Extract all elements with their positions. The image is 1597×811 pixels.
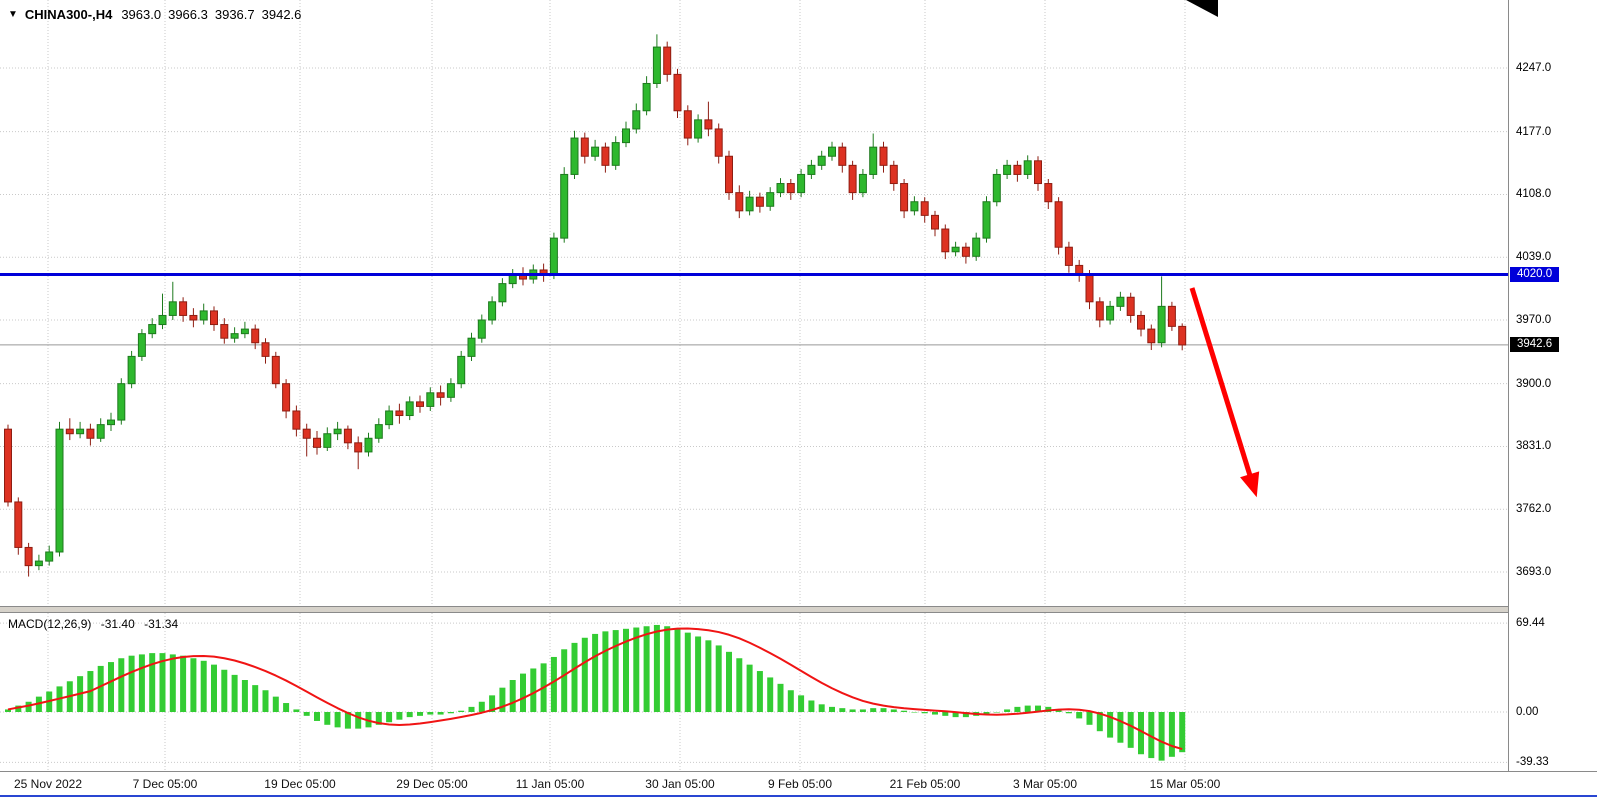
panel-separator[interactable] (0, 606, 1597, 613)
macd-signal-value: -31.34 (144, 617, 179, 631)
macd-signal-line (7, 627, 1183, 750)
trend-arrow-line[interactable] (1189, 287, 1255, 483)
macd-tick-label: -39.33 (1516, 756, 1549, 769)
time-axis-label: 29 Dec 05:00 (396, 777, 468, 791)
time-axis-label: 30 Jan 05:00 (645, 777, 715, 791)
price-chart-svg (0, 0, 1508, 606)
current-price-badge: 3942.6 (1510, 337, 1560, 353)
price-gridlines (0, 0, 1508, 606)
macd-main-value: -31.40 (100, 617, 135, 631)
price-tick-label: 4039.0 (1516, 251, 1552, 264)
macd-name: MACD(12,26,9) (8, 617, 92, 631)
ohlc-high: 3966.3 (168, 7, 208, 22)
price-tick-label: 4108.0 (1516, 188, 1552, 201)
hline-price-badge: 4020.0 (1510, 267, 1560, 282)
macd-svg (0, 613, 1508, 771)
trend-arrow-head[interactable] (1240, 471, 1260, 498)
candles (4, 34, 1187, 577)
macd-histogram (5, 624, 1186, 761)
time-axis-label: 21 Feb 05:00 (889, 777, 961, 791)
time-axis-label: 25 Nov 2022 (13, 777, 83, 791)
ohlc-close: 3942.6 (261, 7, 302, 22)
macd-tick-label: 69.44 (1516, 617, 1545, 630)
ohlc-low: 3936.7 (214, 7, 255, 22)
time-axis-label: 15 Mar 05:00 (1149, 777, 1221, 791)
time-axis-label: 19 Dec 05:00 (264, 777, 336, 791)
time-axis-label: 11 Jan 05:00 (515, 777, 585, 791)
macd-tick-label: 0.00 (1516, 706, 1539, 718)
price-tick-label: 3693.0 (1516, 566, 1552, 578)
time-axis-label: 9 Feb 05:00 (767, 777, 833, 791)
time-axis-label: 7 Dec 05:00 (132, 777, 198, 791)
price-tick-label: 4177.0 (1516, 125, 1552, 138)
window-bottom-border (0, 795, 1597, 797)
time-axis[interactable]: 25 Nov 2022 7 Dec 05:00 19 Dec 05:00 29 Dec… (0, 771, 1597, 795)
macd-indicator-label: MACD(12,26,9) -31.40 -31.34 (8, 617, 184, 631)
symbol-name: CHINA300-,H4 (24, 7, 113, 22)
price-tick-label: 3831.0 (1516, 440, 1552, 453)
time-axis-label: 3 Mar 05:00 (1012, 777, 1078, 791)
macd-panel[interactable]: MACD(12,26,9) -31.40 -31.34 (0, 613, 1508, 771)
symbol-bar: ▼ CHINA300-,H4 3963.0 3966.3 3936.7 3942… (8, 7, 308, 22)
price-tick-label: 4247.0 (1516, 62, 1552, 74)
chart-dropdown-icon[interactable]: ▼ (8, 9, 18, 20)
price-tick-label: 3900.0 (1516, 377, 1552, 390)
price-tick-label: 3762.0 (1516, 503, 1552, 516)
price-tick-label: 3970.0 (1516, 314, 1552, 326)
chart-shift-marker[interactable] (1186, 0, 1218, 17)
ohlc-open: 3963.0 (121, 7, 162, 22)
price-scale[interactable]: 4247.0 4177.0 4108.0 4039.0 3970.0 3900.0 3831… (1508, 0, 1597, 771)
price-chart[interactable]: ▼ CHINA300-,H4 3963.0 3966.3 3936.7 3942… (0, 0, 1508, 606)
